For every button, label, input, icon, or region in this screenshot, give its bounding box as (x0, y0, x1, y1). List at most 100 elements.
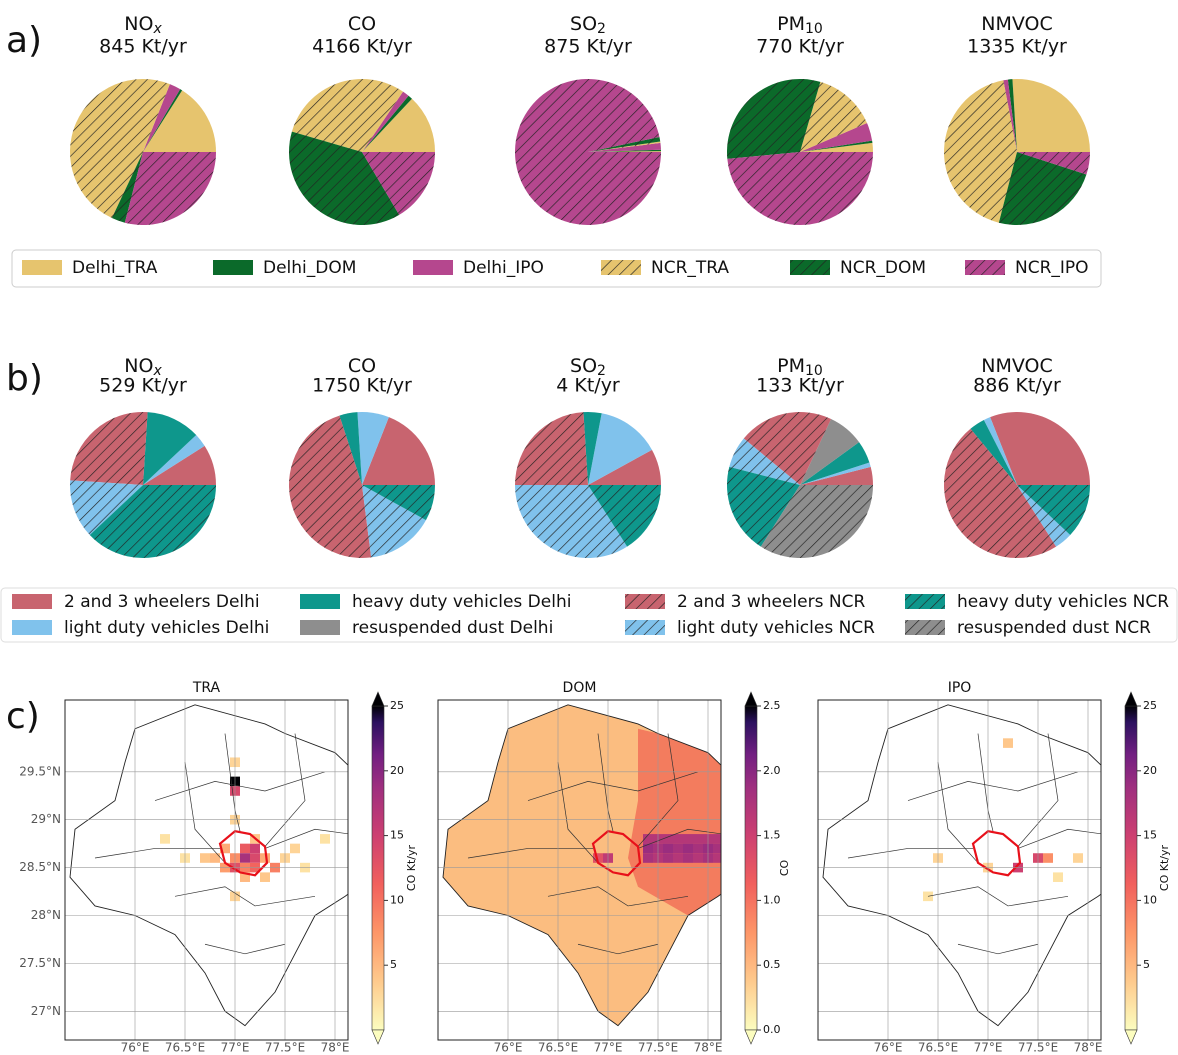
pie-slice (588, 141, 661, 152)
pie-slice (583, 412, 602, 485)
pie-slice (800, 462, 871, 485)
grid-cell (673, 853, 683, 863)
pie-slice (143, 435, 205, 485)
slice-hatch (760, 485, 873, 558)
x-tick-label: 76°E (121, 1041, 150, 1055)
slice-fill (362, 91, 409, 152)
title-main: SO (570, 355, 597, 377)
colorbar-extend (744, 691, 758, 707)
title-main: SO (570, 13, 597, 35)
slice-fill (143, 435, 205, 485)
pie-slice (760, 485, 873, 558)
pie-slice (727, 152, 873, 226)
slice-hatch (288, 131, 400, 226)
slice-fill (143, 89, 183, 152)
legend-hatch (601, 260, 641, 275)
pie-slice (291, 78, 404, 152)
district-line (847, 848, 973, 859)
slice-fill (339, 412, 362, 485)
grid-cell (240, 872, 250, 882)
grid-cell (160, 834, 170, 844)
chart-title: SO2 (570, 355, 606, 380)
chart-title: CO (348, 355, 376, 377)
grid-cell (693, 853, 703, 863)
slice-fill (588, 413, 652, 485)
slice-hatch (727, 152, 873, 226)
slice-hatch (727, 78, 821, 159)
legend-label: Delhi_IPO (463, 258, 544, 278)
map-title: TRA (192, 680, 221, 696)
district-line (174, 886, 316, 907)
pie-slice (970, 419, 1017, 485)
slice-hatch (362, 152, 435, 215)
pie-slice (362, 95, 412, 152)
pie-slice (1017, 485, 1071, 547)
chart-title: NOx (124, 13, 162, 38)
district-line (184, 762, 226, 864)
slice-fill (143, 445, 216, 485)
pie-slice (800, 442, 870, 485)
slice-hatch (588, 485, 661, 547)
district-line (1017, 828, 1101, 849)
district-line (637, 828, 721, 849)
legend-swatch (12, 594, 52, 609)
x-tick-label: 78°E (694, 1041, 723, 1055)
slice-hatch (70, 411, 148, 485)
x-tick-label: 78°E (1074, 1041, 1103, 1055)
pie-slice (362, 417, 435, 485)
slice-fill (362, 95, 412, 152)
grid-cell (1003, 738, 1013, 748)
x-tick-label: 77.5°E (638, 1041, 678, 1055)
colorbar (1124, 705, 1138, 1031)
slice-hatch (1017, 485, 1071, 547)
legend-swatch (12, 620, 52, 635)
pie-slice (289, 415, 372, 558)
chart-title: SO2 (570, 13, 606, 38)
panel-label: a) (6, 20, 42, 61)
pie-slice (588, 142, 661, 152)
pie-slice (362, 98, 435, 152)
district-line (154, 771, 326, 801)
chart-subtitle: 845 Kt/yr (99, 36, 187, 58)
slice-fill (800, 418, 860, 485)
grid-cell (643, 834, 653, 844)
pie-slice (729, 438, 800, 485)
region-fill (628, 728, 721, 916)
grid-cell (593, 853, 603, 863)
slice-fill (990, 412, 1090, 485)
slice-fill (588, 151, 661, 152)
pie-slice (143, 412, 197, 485)
slice-hatch (998, 152, 1087, 226)
grid-cell (683, 843, 693, 854)
pie-slice (800, 418, 860, 485)
grid-cell (220, 843, 230, 854)
legend-label: heavy duty vehicles NCR (957, 592, 1169, 612)
slice-hatch (291, 78, 404, 152)
y-tick-label: 27.5°N (19, 956, 61, 970)
slice-fill (970, 419, 1017, 485)
x-tick-label: 77.5°E (265, 1041, 305, 1055)
district-line (264, 733, 306, 847)
pie-slice (362, 485, 426, 558)
district-line (264, 828, 348, 849)
slice-fill (800, 442, 870, 485)
pie-slice (800, 140, 873, 152)
district-line (577, 943, 659, 955)
pie-slice (339, 412, 362, 485)
grid-cell (673, 843, 683, 854)
legend-hatch (965, 260, 1005, 275)
colorbar-extend (371, 691, 385, 707)
district-line (1017, 733, 1059, 847)
colorbar-tick-label: 25 (1143, 699, 1157, 712)
pie-slice (89, 485, 216, 558)
title-sub: 10 (805, 21, 823, 37)
slice-fill (143, 412, 197, 485)
pie-slice (357, 412, 389, 485)
pie-slice (800, 81, 867, 152)
colorbar-tick-label: 20 (1143, 764, 1157, 777)
title-sub: x (152, 363, 162, 379)
grid-cell (1053, 872, 1063, 882)
chart-title: PM10 (777, 355, 823, 380)
colorbar-tick-label: 0.0 (763, 1023, 781, 1036)
